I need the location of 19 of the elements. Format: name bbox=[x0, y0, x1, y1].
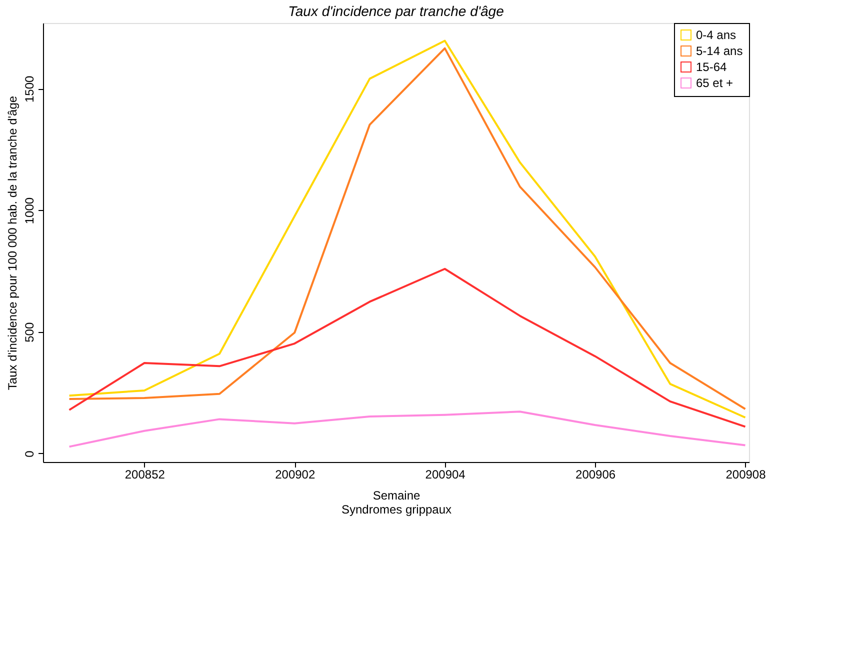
y-axis-title: Taux d'incidence pour 100 000 hab. de la tranche d'âge bbox=[6, 96, 20, 390]
x-axis-title: Semaine bbox=[372, 488, 420, 502]
text: Syndromes grippaux bbox=[341, 502, 452, 516]
y-tick-label: 0 bbox=[22, 450, 36, 458]
y-tick-label: 500 bbox=[22, 322, 36, 342]
x-tick-label: 200852 bbox=[124, 468, 166, 482]
line-series bbox=[68, 410, 746, 448]
y-tick-label: 1000 bbox=[22, 197, 36, 224]
legend-label: 5-14 ans bbox=[696, 44, 743, 58]
y-tick-label: 1500 bbox=[22, 76, 36, 103]
legend-label: 65 et + bbox=[696, 76, 734, 90]
x-tick-label: 200908 bbox=[726, 468, 766, 482]
x-tick-label: 200902 bbox=[275, 468, 316, 482]
legend-label: 15-64 bbox=[696, 60, 728, 74]
line-series bbox=[68, 268, 746, 428]
x-tick-label: 200904 bbox=[425, 468, 466, 482]
legend-label: 0-4 ans bbox=[696, 28, 736, 42]
chart-title: Taux d'incidence par tranche d'âge bbox=[288, 3, 504, 19]
x-tick-label: 200906 bbox=[576, 468, 616, 482]
